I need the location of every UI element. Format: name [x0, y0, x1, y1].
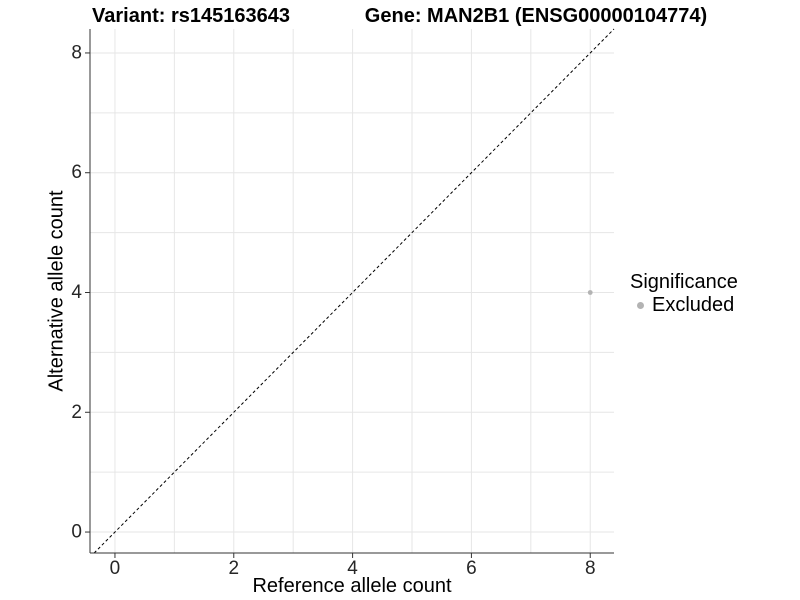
plot-title-gene: Gene: MAN2B1 (ENSG00000104774) — [364, 5, 708, 27]
y-axis-title: Alternative allele count — [45, 190, 68, 392]
x-tick-label: 4 — [347, 558, 358, 579]
y-tick-label: 4 — [71, 282, 82, 303]
y-tick-label: 0 — [71, 522, 82, 543]
legend-item-excluded: Excluded — [630, 295, 738, 316]
legend-item-label: Excluded — [652, 294, 735, 316]
x-axis-title: Reference allele count — [252, 575, 452, 597]
x-tick-label: 8 — [585, 558, 596, 579]
x-tick-label: 6 — [466, 558, 477, 579]
identity-line — [93, 28, 615, 554]
x-tick-label: 0 — [110, 558, 121, 579]
y-tick-label: 2 — [71, 402, 82, 423]
y-tick-label: 8 — [71, 42, 82, 63]
data-point — [587, 290, 593, 295]
legend-title: Significance — [630, 271, 738, 293]
x-tick-label: 2 — [228, 558, 239, 579]
legend: Significance Excluded — [630, 272, 738, 316]
plot-title-variant: Variant: rs145163643 — [92, 5, 290, 27]
legend-key-dot-icon — [637, 302, 644, 309]
y-tick-label: 6 — [71, 162, 82, 183]
